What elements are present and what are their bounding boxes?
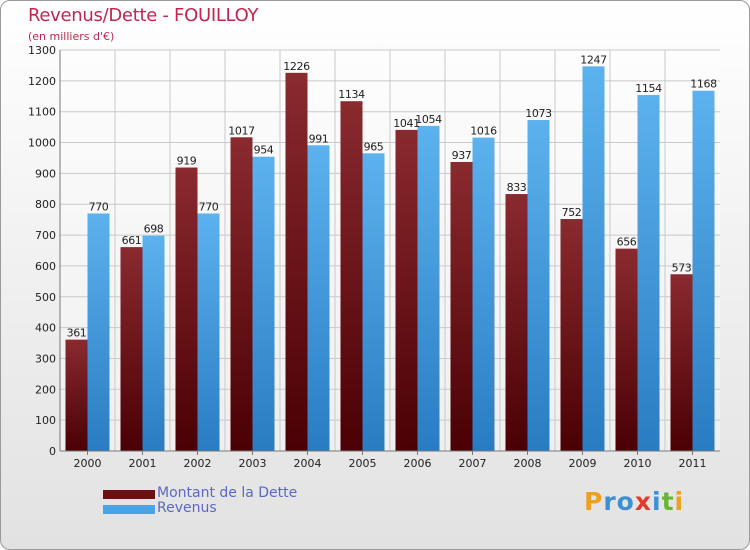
y-tick-label-0: 0 (49, 445, 56, 458)
data-label-dette-2005: 1134 (338, 88, 365, 101)
y-tick-label-400: 400 (35, 322, 56, 335)
bar-revenus-2008 (527, 120, 550, 452)
chart-subtitle: (en milliers d'€) (28, 30, 115, 43)
bar-dette-2003 (230, 137, 253, 451)
x-tick-label-2000: 2000 (74, 457, 102, 470)
chart-title: Revenus/Dette - FOUILLOY (28, 5, 259, 26)
bar-dette-2002 (175, 167, 198, 451)
y-tick-label-500: 500 (35, 291, 56, 304)
data-label-revenus-2006: 1054 (415, 113, 442, 126)
bar-revenus-2003 (252, 156, 275, 451)
bar-revenus-2007 (472, 137, 495, 451)
bar-dette-2000 (65, 339, 88, 451)
data-label-dette-2002: 919 (177, 155, 197, 168)
data-label-dette-2007: 937 (452, 149, 472, 162)
data-label-revenus-2002: 770 (199, 200, 219, 213)
x-tick-label-2004: 2004 (294, 457, 322, 470)
axes: 0 100 200 300 400 500 600 700 800 900 1000 1100 1200… (28, 44, 720, 470)
x-tick-label-2009: 2009 (569, 457, 597, 470)
gridlines (60, 49, 720, 451)
data-label-revenus-2007: 1016 (470, 125, 497, 138)
bar-revenus-2009 (582, 66, 605, 452)
data-label-dette-2011: 573 (672, 261, 692, 274)
bar-dette-2010 (615, 248, 638, 451)
bar-dette-2007 (450, 161, 473, 451)
bar-revenus-2001 (142, 235, 165, 451)
data-label-dette-2001: 661 (122, 234, 142, 247)
data-label-revenus-2010: 1154 (635, 82, 662, 95)
logo-letter-4: i (652, 487, 662, 516)
data-label-revenus-2003: 954 (254, 144, 274, 157)
y-tick-label-300: 300 (35, 352, 56, 365)
data-label-dette-2009: 752 (562, 206, 582, 219)
bar-dette-2006 (395, 129, 418, 451)
logo-letter-6: i (674, 487, 685, 516)
logo-letter-1: r (603, 487, 617, 516)
y-tick-label-700: 700 (35, 229, 56, 242)
data-label-dette-2006: 1041 (393, 117, 419, 130)
legend-label-dette: Montant de la Dette (157, 485, 298, 501)
bar-revenus-2011 (692, 90, 715, 452)
data-label-dette-2004: 1226 (283, 60, 310, 73)
data-label-revenus-2008: 1073 (525, 107, 552, 120)
x-tick-label-2002: 2002 (184, 457, 212, 470)
data-label-dette-2000: 361 (67, 327, 87, 340)
bar-dette-2011 (670, 274, 693, 451)
bar-revenus-2002 (197, 213, 220, 451)
logo-letter-0: P (584, 487, 604, 516)
bar-dette-2008 (505, 194, 528, 451)
y-tick-label-1200: 1200 (28, 75, 56, 88)
bar-revenus-2004 (307, 145, 330, 451)
data-label-dette-2003: 1017 (228, 124, 255, 137)
data-label-revenus-2005: 965 (364, 140, 384, 153)
y-tick-label-1100: 1100 (28, 106, 56, 119)
data-label-revenus-2001: 698 (144, 223, 164, 236)
proxiti-logo: Proxiti (584, 487, 684, 516)
data-label-revenus-2000: 770 (89, 200, 109, 213)
y-tick-label-200: 200 (35, 383, 56, 396)
legend-swatch-dette (103, 490, 155, 499)
logo-letter-3: x (634, 487, 652, 516)
x-tick-label-2005: 2005 (349, 457, 377, 470)
bar-revenus-2006 (417, 125, 440, 452)
legend-swatch-revenus (103, 505, 155, 514)
bar-revenus-2000 (87, 213, 110, 451)
logo-letter-5: t (661, 487, 675, 516)
data-label-dette-2010: 656 (617, 236, 637, 249)
y-tick-label-100: 100 (35, 414, 56, 427)
y-tick-label-600: 600 (35, 260, 56, 273)
data-label-dette-2008: 833 (507, 181, 527, 194)
x-tick-label-2003: 2003 (239, 457, 267, 470)
y-tick-label-900: 900 (35, 167, 56, 180)
x-tick-label-2001: 2001 (129, 457, 157, 470)
x-tick-label-2006: 2006 (404, 457, 432, 470)
legend-label-revenus: Revenus (157, 500, 217, 516)
data-label-revenus-2011: 1168 (690, 78, 717, 91)
bar-dette-2004 (285, 72, 308, 451)
bar-revenus-2005 (362, 153, 385, 452)
x-tick-label-2010: 2010 (624, 457, 652, 470)
data-label-revenus-2004: 991 (309, 132, 329, 145)
x-tick-label-2008: 2008 (514, 457, 542, 470)
y-tick-label-1300: 1300 (28, 44, 56, 57)
bar-dette-2009 (560, 219, 583, 451)
y-tick-label-800: 800 (35, 198, 56, 211)
x-tick-label-2011: 2011 (679, 457, 707, 470)
bar-revenus-2010 (637, 95, 660, 451)
logo-letter-2: o (616, 487, 635, 516)
bar-dette-2005 (340, 101, 363, 451)
bars (65, 66, 715, 452)
y-tick-label-1000: 1000 (28, 137, 56, 150)
bar-dette-2001 (120, 247, 143, 451)
x-tick-label-2007: 2007 (459, 457, 487, 470)
data-label-revenus-2009: 1247 (580, 53, 607, 66)
